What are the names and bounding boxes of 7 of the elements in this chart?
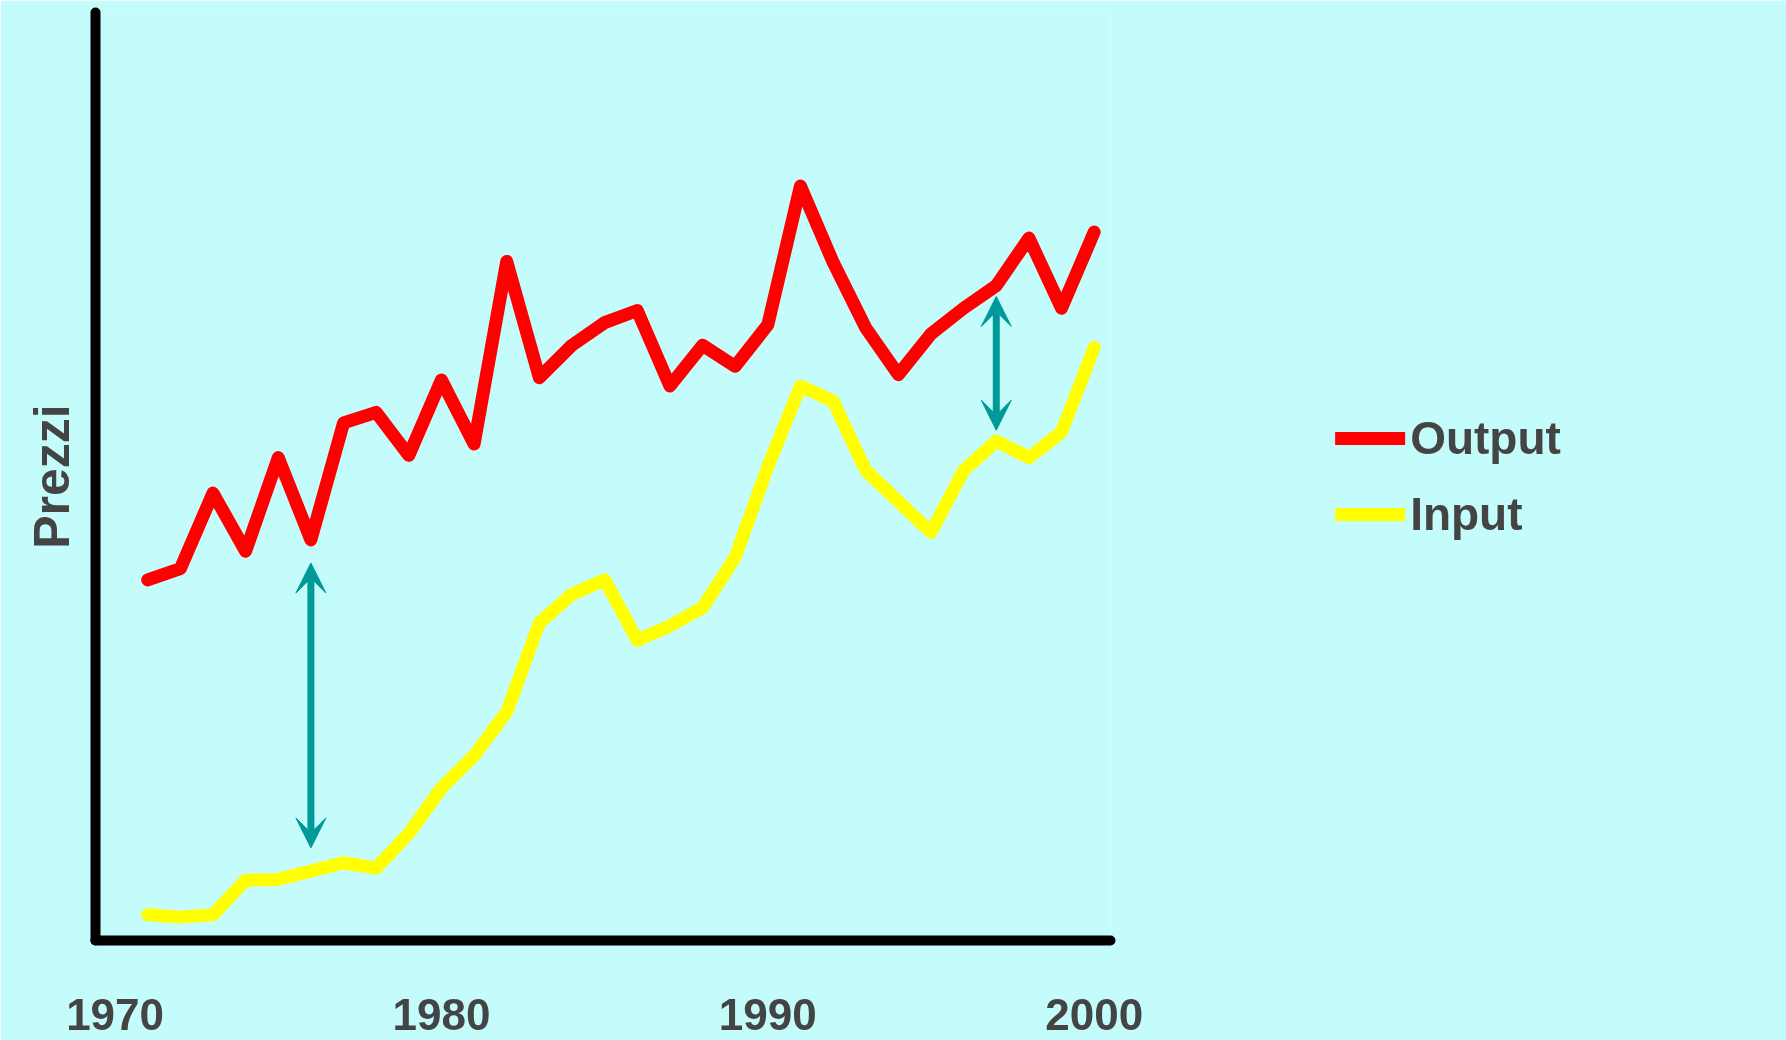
x-tick-label: 2000	[1045, 989, 1144, 1039]
x-tick-label: 1990	[718, 989, 817, 1039]
y-axis-title: Prezzi	[23, 404, 80, 549]
x-tick-label: 1980	[392, 989, 491, 1039]
legend-label: Input	[1410, 487, 1523, 541]
legend-label: Output	[1410, 411, 1561, 465]
x-tick-label: 1970	[66, 989, 165, 1039]
